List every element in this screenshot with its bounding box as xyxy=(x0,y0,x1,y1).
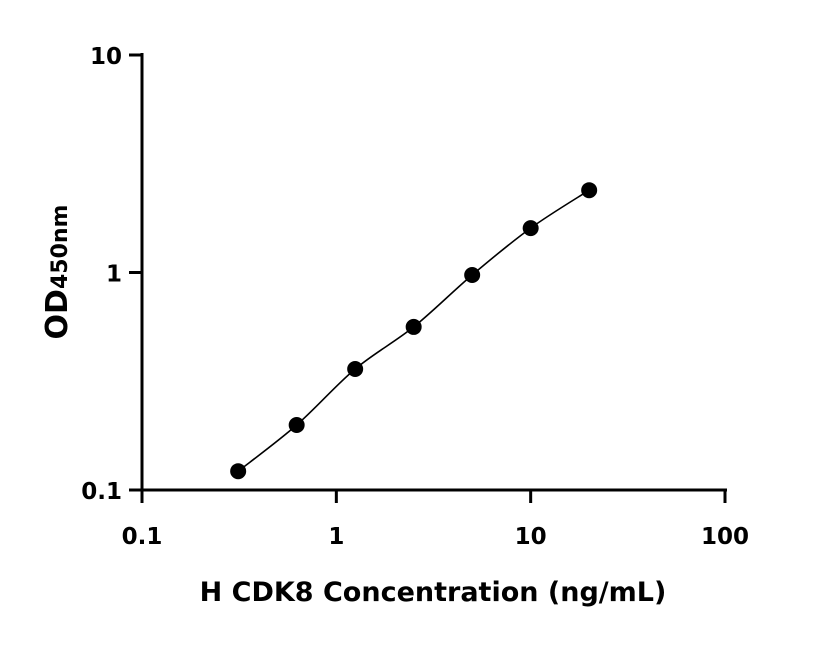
data-point xyxy=(522,220,539,237)
x-tick-label: 1 xyxy=(328,524,344,550)
data-point xyxy=(405,318,422,335)
x-axis-label: H CDK8 Concentration (ng/mL) xyxy=(200,577,667,608)
y-tick-label: 1 xyxy=(106,262,122,288)
y-tick-label: 10 xyxy=(90,44,122,70)
axes xyxy=(140,53,727,492)
data-point xyxy=(464,266,481,283)
x-tick-label: 10 xyxy=(515,524,547,550)
data-point xyxy=(288,416,305,433)
y-axis-label: OD450nm xyxy=(40,205,75,340)
x-tick-label: 100 xyxy=(701,524,749,550)
data-point xyxy=(230,463,247,480)
data-point xyxy=(581,182,598,199)
x-tick-label: 0.1 xyxy=(122,524,163,550)
y-tick-label: 0.1 xyxy=(81,479,122,505)
y-axis-label-main: OD xyxy=(40,289,75,339)
data-point xyxy=(347,361,364,378)
y-axis-label-subscript: 450nm xyxy=(48,205,73,290)
